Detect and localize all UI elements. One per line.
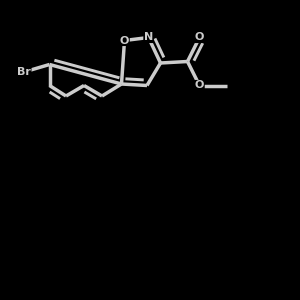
Text: O: O (195, 32, 204, 43)
Text: Br: Br (17, 67, 31, 77)
Text: O: O (120, 35, 129, 46)
Text: O: O (195, 80, 204, 91)
Text: N: N (144, 32, 153, 43)
